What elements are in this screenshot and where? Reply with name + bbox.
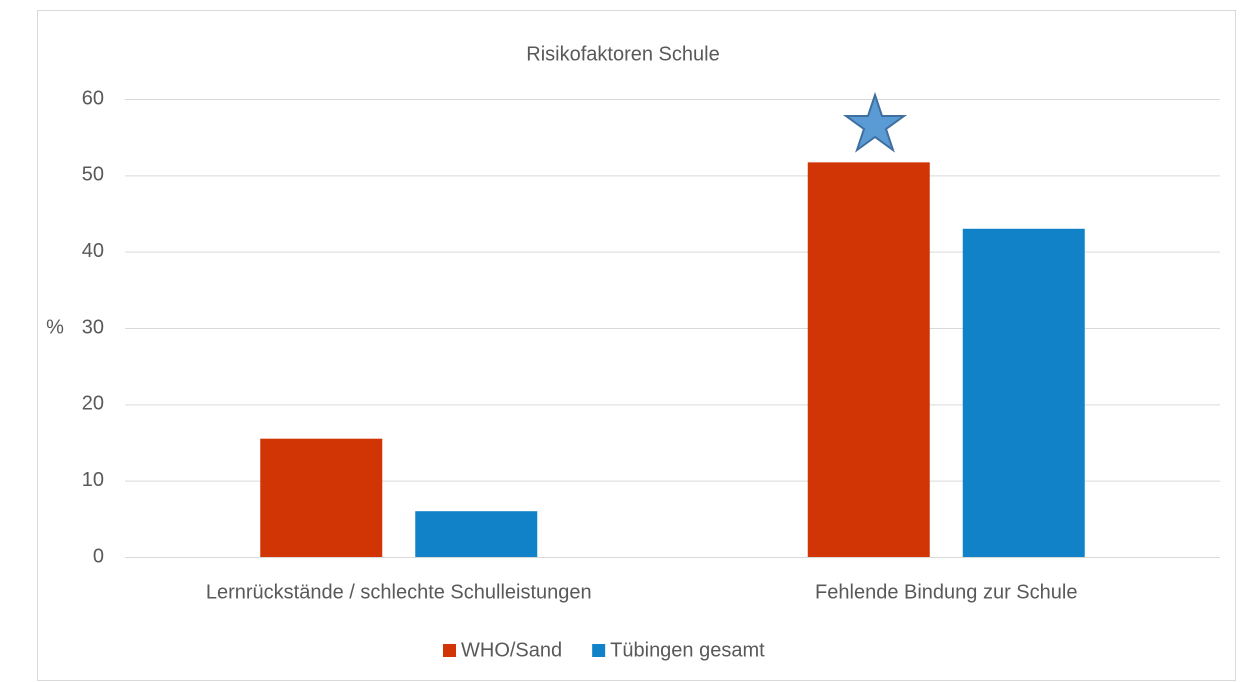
y-tick-label: 30 (82, 316, 104, 338)
legend-swatch (592, 644, 606, 657)
y-tick-label: 20 (82, 393, 104, 415)
bar (962, 228, 1085, 557)
star-annotation (842, 91, 908, 153)
x-tick-label: Lernrückstände / schlechte Schulleistung… (206, 581, 592, 603)
bar (807, 162, 930, 557)
legend-label: Tübingen gesamt (610, 639, 765, 661)
bar (260, 438, 383, 557)
y-tick-label: 60 (82, 87, 104, 109)
bars: Lernrückstände / schlechte Schulleistung… (206, 162, 1085, 603)
y-tick-label: 40 (82, 240, 104, 262)
legend-label: WHO/Sand (461, 639, 562, 661)
y-tick-label: 10 (82, 469, 104, 491)
y-tick-label: 0 (93, 545, 104, 567)
legend-swatch (443, 644, 456, 657)
x-tick-label: Fehlende Bindung zur Schule (815, 581, 1077, 603)
y-axis-label: % (46, 316, 64, 338)
chart-title: Risikofaktoren Schule (526, 43, 719, 65)
y-tick-label: 50 (82, 164, 104, 186)
legend: WHO/Sand Tübingen gesamt (443, 639, 765, 661)
bar (415, 511, 538, 557)
